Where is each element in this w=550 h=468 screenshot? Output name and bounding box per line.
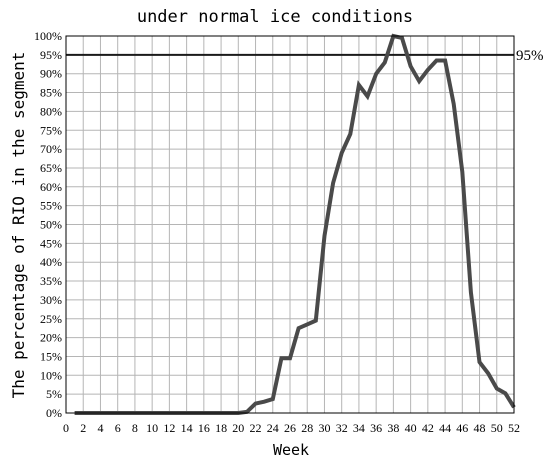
- x-tick-label: 30: [318, 421, 330, 435]
- x-tick-label: 52: [508, 421, 520, 435]
- y-tick-label: 100%: [34, 29, 62, 43]
- reference-line-group: 95%: [66, 48, 544, 64]
- x-axis-ticks: 0 2 4 6 8 10 12 14 16 18 20 22 24 26 28 30 32 34 36 38 40 42 4…: [63, 421, 520, 435]
- y-axis-ticks: 0% 5% 10% 15% 20% 25% 30% 35% 40% 45% 50% 55% 60% 65%…: [34, 29, 62, 420]
- y-tick-label: 95%: [40, 48, 62, 62]
- x-tick-label: 24: [267, 421, 279, 435]
- x-tick-label: 10: [146, 421, 158, 435]
- x-tick-label: 42: [422, 421, 434, 435]
- x-tick-label: 6: [115, 421, 121, 435]
- y-tick-label: 80%: [40, 104, 62, 118]
- y-tick-label: 25%: [40, 312, 62, 326]
- y-tick-label: 70%: [40, 142, 62, 156]
- y-tick-label: 55%: [40, 199, 62, 213]
- x-tick-label: 20: [232, 421, 244, 435]
- reference-line-label: 95%: [516, 48, 544, 64]
- y-tick-label: 30%: [40, 293, 62, 307]
- y-tick-label: 90%: [40, 67, 62, 81]
- y-tick-label: 40%: [40, 255, 62, 269]
- y-tick-label: 10%: [40, 368, 62, 382]
- x-tick-label: 28: [301, 421, 313, 435]
- y-tick-label: 60%: [40, 180, 62, 194]
- x-tick-label: 32: [336, 421, 348, 435]
- x-tick-label: 50: [491, 421, 503, 435]
- x-tick-label: 14: [181, 421, 193, 435]
- x-tick-label: 38: [387, 421, 399, 435]
- x-tick-label: 12: [163, 421, 175, 435]
- x-tick-label: 44: [439, 421, 451, 435]
- y-tick-label: 45%: [40, 236, 62, 250]
- x-tick-label: 18: [215, 421, 227, 435]
- x-tick-label: 46: [456, 421, 468, 435]
- y-tick-label: 0%: [46, 406, 62, 420]
- grid-lines: [65, 35, 515, 414]
- x-tick-label: 8: [132, 421, 138, 435]
- x-tick-label: 2: [80, 421, 86, 435]
- y-tick-label: 85%: [40, 86, 62, 100]
- y-tick-label: 65%: [40, 161, 62, 175]
- chart-title: under normal ice conditions: [137, 7, 413, 27]
- x-tick-label: 0: [63, 421, 69, 435]
- y-tick-label: 50%: [40, 218, 62, 232]
- x-tick-label: 34: [353, 421, 365, 435]
- x-tick-label: 22: [250, 421, 262, 435]
- x-tick-label: 36: [370, 421, 382, 435]
- y-tick-label: 15%: [40, 349, 62, 363]
- y-tick-label: 35%: [40, 274, 62, 288]
- x-tick-label: 16: [198, 421, 210, 435]
- plot-frame: [65, 35, 515, 414]
- y-tick-label: 5%: [46, 387, 62, 401]
- x-axis-title: Week: [273, 441, 309, 459]
- x-tick-label: 26: [284, 421, 296, 435]
- x-tick-label: 4: [97, 421, 103, 435]
- y-tick-label: 75%: [40, 123, 62, 137]
- y-tick-label: 20%: [40, 331, 62, 345]
- x-tick-label: 40: [405, 421, 417, 435]
- x-tick-label: 48: [474, 421, 486, 435]
- y-axis-title: The percentage of RIO in the segment: [9, 52, 28, 399]
